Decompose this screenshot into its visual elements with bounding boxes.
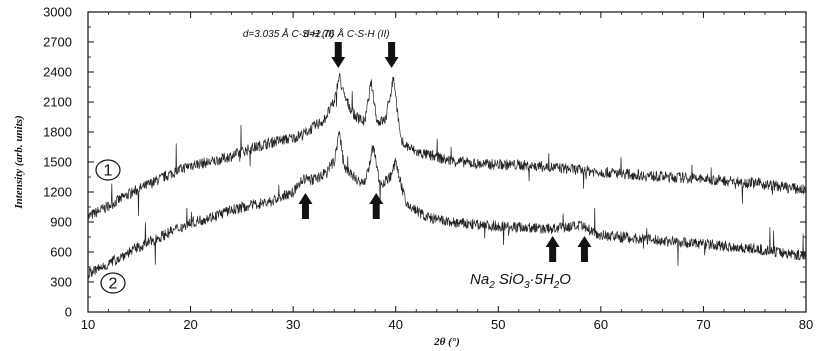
peak-arrow-up — [298, 193, 313, 219]
y-tick-label: 1200 — [43, 185, 72, 200]
y-tick-label: 2100 — [43, 95, 72, 110]
y-tick-label: 300 — [50, 275, 72, 290]
peak-arrow-up — [577, 236, 592, 262]
y-tick-label: 900 — [50, 215, 72, 230]
peak-arrow-down — [331, 42, 346, 68]
x-tick-label: 10 — [81, 317, 95, 332]
arrow-head — [331, 57, 346, 68]
arrow-shaft — [301, 203, 309, 219]
y-tick-label: 1500 — [43, 155, 72, 170]
x-tick-label: 30 — [286, 317, 300, 332]
axes: 10 20 30 40 50 60 70 80030060090012001500180021… — [13, 5, 813, 349]
plot-lines — [87, 72, 806, 279]
y-axis-title: Intensity (arb. units) — [13, 115, 25, 209]
annotations: d=3.035 Å C-S-H (II)d=2.76 Å C-S-H (II) 1… — [95, 27, 592, 294]
mineral-text: SiO — [495, 271, 525, 288]
series-marker: 2 — [100, 272, 126, 294]
peak-arrow-up — [369, 193, 384, 219]
arrow-head — [298, 193, 313, 204]
x-axis-title: 2θ (°) — [433, 336, 460, 348]
arrow-head — [369, 193, 384, 204]
y-tick-label: 0 — [65, 305, 72, 320]
mineral-subscript: 3 — [524, 280, 530, 291]
mineral-text: ·5H — [530, 271, 554, 288]
series-line-2 — [87, 131, 806, 279]
arrow-shaft — [334, 42, 342, 58]
arrow-head — [545, 236, 560, 247]
series-marker: 1 — [95, 159, 121, 181]
arrow-shaft — [388, 42, 396, 58]
arrow-shaft — [372, 203, 380, 219]
mineral-subscript: 2 — [488, 280, 495, 291]
x-tick-label: 70 — [696, 317, 710, 332]
y-tick-label: 1800 — [43, 125, 72, 140]
x-tick-label: 40 — [388, 317, 402, 332]
x-tick-label: 60 — [594, 317, 608, 332]
peak-annotation: d=3.035 Å C-S-H (II) — [243, 27, 334, 40]
marker-circle — [95, 159, 121, 181]
y-tick-label: 600 — [50, 245, 72, 260]
mineral-label: Na2 SiO3·5H2O — [470, 271, 571, 291]
x-tick-label: 80 — [799, 317, 813, 332]
peak-arrow-down — [384, 42, 399, 68]
y-tick-label: 3000 — [43, 5, 72, 20]
mineral-subscript: 2 — [553, 280, 560, 291]
x-tick-label: 50 — [491, 317, 505, 332]
plot-frame — [87, 11, 807, 313]
x-tick-label: 20 — [183, 317, 197, 332]
peak-annotation: d=2.76 Å C-S-H (II) — [304, 27, 390, 40]
arrow-shaft — [580, 246, 588, 262]
marker-label: 2 — [109, 276, 118, 293]
y-tick-label: 2700 — [43, 35, 72, 50]
arrow-head — [577, 236, 592, 247]
mineral-text: Na — [470, 271, 489, 288]
mineral-text: O — [559, 271, 571, 288]
arrow-shaft — [549, 246, 557, 262]
marker-label: 1 — [104, 163, 113, 180]
arrow-head — [384, 57, 399, 68]
series-line-1 — [87, 72, 806, 223]
marker-circle — [100, 272, 126, 294]
y-tick-label: 2400 — [43, 65, 72, 80]
peak-arrow-up — [545, 236, 560, 262]
